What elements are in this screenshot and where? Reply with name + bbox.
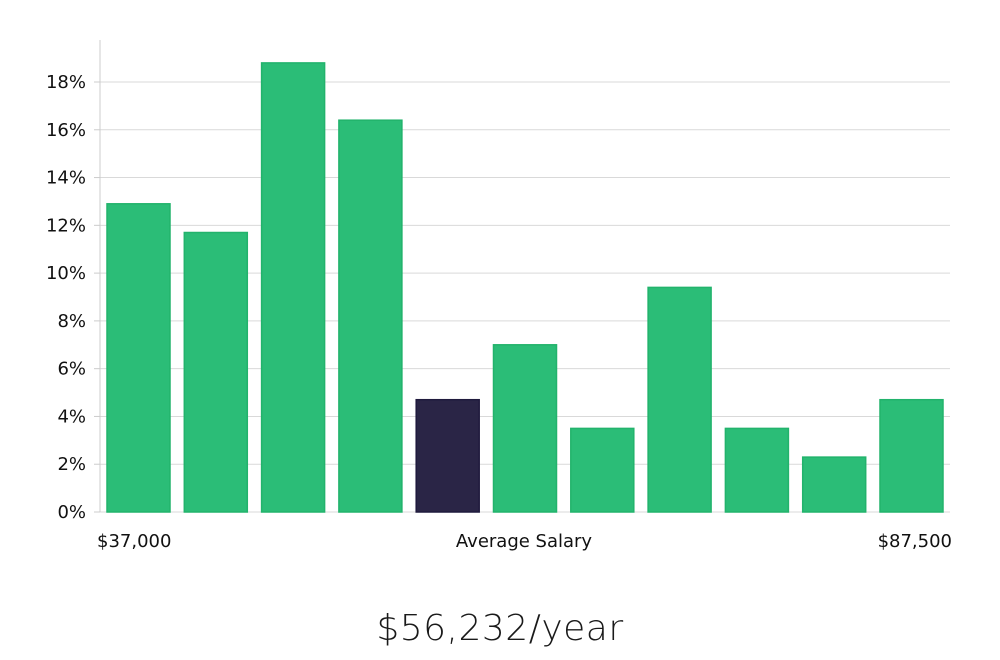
bar xyxy=(338,119,403,513)
bar xyxy=(260,62,326,513)
bar xyxy=(801,456,867,513)
y-axis-ticks: 0% 2% 4% 6% 8% 10% 12% 14% 16% 18% xyxy=(46,72,100,523)
x-axis-title: Average Salary xyxy=(456,531,593,552)
average-salary-value: $56,232/year xyxy=(376,608,624,649)
bars xyxy=(106,62,944,513)
y-tick-label: 16% xyxy=(46,120,86,141)
bar xyxy=(106,203,171,513)
y-tick-label: 0% xyxy=(57,502,86,523)
y-tick-label: 4% xyxy=(57,406,86,427)
bar-highlight-average xyxy=(415,398,480,513)
bar xyxy=(879,398,944,513)
y-tick-label: 6% xyxy=(57,359,86,380)
y-tick-label: 10% xyxy=(46,263,86,284)
bar xyxy=(647,286,712,513)
x-end-label: $87,500 xyxy=(878,531,952,552)
y-tick-label: 8% xyxy=(57,311,86,332)
y-tick-label: 12% xyxy=(46,215,86,236)
bar xyxy=(724,427,790,513)
y-tick-label: 14% xyxy=(46,168,86,189)
y-tick-label: 18% xyxy=(46,72,86,93)
bar xyxy=(570,427,635,513)
y-tick-label: 2% xyxy=(57,454,86,475)
bar xyxy=(492,344,558,513)
bar xyxy=(183,231,249,513)
salary-histogram-chart: 0% 2% 4% 6% 8% 10% 12% 14% 16% 18% $37,000 Averag… xyxy=(46,40,952,552)
x-start-label: $37,000 xyxy=(97,531,171,552)
